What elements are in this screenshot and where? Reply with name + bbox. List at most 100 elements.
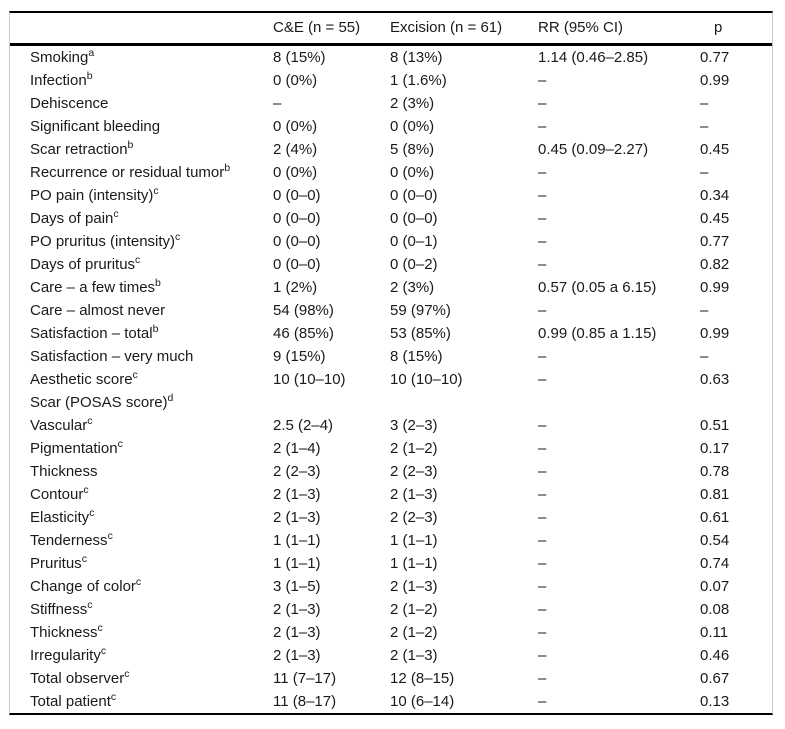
footnote-marker: c xyxy=(113,208,119,220)
row-label-text: Care – a few times xyxy=(30,279,156,296)
row-label-text: Tenderness xyxy=(30,532,108,549)
table-row: Days of painc 0 (0–0) 0 (0–0) –0.45 xyxy=(10,207,772,230)
table-row: Satisfaction – very much 9 (15%) 8 (15%) – – xyxy=(10,345,772,368)
cell-excision: 2 (2–3) xyxy=(390,463,438,480)
cell-excision xyxy=(390,391,538,414)
cell-ce: 2 (4%) xyxy=(273,141,318,158)
cell-rr: 0.45 (0.09–2.27) xyxy=(538,141,649,158)
cell-excision: 5 (8%) xyxy=(390,141,435,158)
cell-p: 0.13 xyxy=(700,693,730,710)
row-label: Aesthetic scorec xyxy=(30,368,273,391)
cell-ce: 2 (1–3) xyxy=(273,486,321,503)
table-row: Dehiscence – 2 (3%) – – xyxy=(10,92,772,115)
row-label: PO pruritus (intensity)c xyxy=(30,230,273,253)
row-label: Care – almost never xyxy=(30,299,273,322)
cell-ce: 11 (7–17) xyxy=(273,670,337,687)
row-label: Smokinga xyxy=(30,46,273,69)
footnote-marker: c xyxy=(110,691,117,703)
cell-p: 0.07 xyxy=(700,578,730,595)
row-label-text: Pigmentation xyxy=(30,440,118,457)
row-label: Total patientc xyxy=(30,690,273,713)
cell-ce: 1 (2%) xyxy=(273,279,318,296)
table-row: Elasticityc 2 (1–3) 2 (2–3) –0.61 xyxy=(10,506,772,529)
row-label-text: Aesthetic score xyxy=(30,371,133,388)
row-label: Vascularc xyxy=(30,414,273,437)
row-label: Stiffnessc xyxy=(30,598,273,621)
row-label: Change of colorc xyxy=(30,575,273,598)
footnote-marker: c xyxy=(135,576,142,588)
cell-rr: – xyxy=(538,72,547,89)
row-label: Satisfaction – very much xyxy=(30,345,273,368)
cell-ce: 11 (8–17) xyxy=(273,693,337,710)
cell-p: – xyxy=(700,95,709,112)
cell-p: 0.82 xyxy=(700,256,730,273)
table-row: Total observerc 11 (7–17) 12 (8–15) –0.67 xyxy=(10,667,772,690)
row-label: Days of painc xyxy=(30,207,273,230)
cell-rr: – xyxy=(538,601,547,618)
cell-p: – xyxy=(700,164,709,181)
footnote-marker: b xyxy=(127,139,134,151)
table-row: Total patientc 11 (8–17) 10 (6–14) –0.13 xyxy=(10,690,772,713)
cell-ce: 9 (15%) xyxy=(273,348,326,365)
footnote-marker: c xyxy=(153,185,159,197)
table-row: Days of pruritusc 0 (0–0) 0 (0–2) –0.82 xyxy=(10,253,772,276)
cell-excision: 0 (0%) xyxy=(390,118,435,135)
cell-ce: 0 (0%) xyxy=(273,118,318,135)
cell-rr: – xyxy=(538,417,547,434)
row-label: Pruritusc xyxy=(30,552,273,575)
cell-ce: 2 (1–4) xyxy=(273,440,321,457)
table-row: PO pain (intensity)c 0 (0–0) 0 (0–0) –0.34 xyxy=(10,184,772,207)
table-row: Smokinga 8 (15%) 8 (13%) 1.14 (0.46–2.85) 0.… xyxy=(10,46,772,69)
table-row: Pruritusc 1 (1–1) 1 (1–1) –0.74 xyxy=(10,552,772,575)
row-label-text: Thickness xyxy=(30,463,98,480)
table-row: Care – a few timesb 1 (2%) 2 (3%) 0.57 (0.0… xyxy=(10,276,772,299)
row-label: Dehiscence xyxy=(30,92,273,115)
row-label-text: Significant bleeding xyxy=(30,118,161,135)
footnote-marker: c xyxy=(87,599,93,611)
footnote-marker: b xyxy=(155,277,161,289)
cell-rr: – xyxy=(538,95,547,112)
footnote-marker: c xyxy=(124,668,130,680)
row-label: Total observerc xyxy=(30,667,273,690)
cell-ce: 0 (0–0) xyxy=(273,187,321,204)
cell-rr: – xyxy=(538,578,547,595)
cell-ce: 0 (0–0) xyxy=(273,210,321,227)
cell-rr: – xyxy=(538,486,547,503)
row-label: Elasticityc xyxy=(30,506,273,529)
cell-p: 0.81 xyxy=(700,486,730,503)
cell-p: – xyxy=(700,118,709,135)
footnote-marker: c xyxy=(89,507,95,519)
cell-excision: 59 (97%) xyxy=(390,302,451,319)
cell-p: 0.17 xyxy=(700,440,730,457)
cell-ce: 1 (1–1) xyxy=(273,532,321,549)
cell-excision: 2 (1–3) xyxy=(390,486,438,503)
row-label-text: Thickness xyxy=(30,624,98,641)
cell-rr xyxy=(538,391,700,414)
table-row: Significant bleeding 0 (0%) 0 (0%) – – xyxy=(10,115,772,138)
cell-p: 0.99 xyxy=(700,279,730,296)
row-label-text: Contour xyxy=(30,486,84,503)
table-row: Infectionb 0 (0%) 1 (1.6%) –0.99 xyxy=(10,69,772,92)
cell-ce: 0 (0%) xyxy=(273,164,318,181)
footnote-marker: b xyxy=(224,162,231,174)
cell-excision: 0 (0%) xyxy=(390,164,435,181)
cell-ce: 10 (10–10) xyxy=(273,371,346,388)
footnote-marker: a xyxy=(88,47,95,59)
cell-rr: – xyxy=(538,670,547,687)
table-header-row: C&E (n = 55) Excision (n = 61) RR (95% C… xyxy=(10,13,772,46)
cell-p: 0.45 xyxy=(700,141,730,158)
row-label: Care – a few timesb xyxy=(30,276,273,299)
cell-excision: 12 (8–15) xyxy=(390,670,455,687)
cell-excision: 2 (1–3) xyxy=(390,647,438,664)
row-label: Recurrence or residual tumorb xyxy=(30,161,273,184)
header-rr-ci: RR (95% CI) xyxy=(538,19,624,36)
cell-ce: 2 (1–3) xyxy=(273,624,321,641)
row-label: Significant bleeding xyxy=(30,115,273,138)
cell-ce: 2 (1–3) xyxy=(273,647,321,664)
table-body: Smokinga 8 (15%) 8 (13%) 1.14 (0.46–2.85) 0.… xyxy=(10,46,772,713)
footnote-marker: c xyxy=(81,553,87,565)
table-row: Change of colorc 3 (1–5) 2 (1–3) –0.07 xyxy=(10,575,772,598)
row-label-text: Pruritus xyxy=(30,555,82,572)
row-label-text: Total observer xyxy=(30,670,125,687)
row-label-text: PO pruritus (intensity) xyxy=(30,233,176,250)
